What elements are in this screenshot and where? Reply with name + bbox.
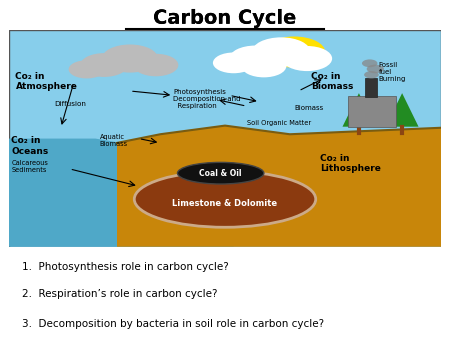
Ellipse shape (134, 171, 316, 227)
Circle shape (364, 71, 379, 78)
Polygon shape (342, 93, 375, 127)
Ellipse shape (177, 162, 264, 184)
Circle shape (80, 53, 128, 77)
Polygon shape (9, 139, 234, 247)
Circle shape (367, 65, 384, 73)
FancyBboxPatch shape (348, 96, 396, 127)
Text: Limestone & Dolomite: Limestone & Dolomite (172, 199, 278, 208)
Text: Aquatic
Biomass: Aquatic Biomass (100, 134, 128, 147)
Polygon shape (117, 126, 441, 247)
Text: Biomass: Biomass (294, 105, 324, 111)
Circle shape (252, 37, 310, 67)
Circle shape (230, 46, 281, 72)
Text: Fossil
fuel
Burning: Fossil fuel Burning (378, 62, 406, 82)
Circle shape (263, 37, 325, 68)
Circle shape (362, 59, 378, 67)
Text: Soil Organic Matter: Soil Organic Matter (247, 120, 310, 126)
Circle shape (282, 46, 332, 71)
Circle shape (133, 54, 178, 76)
Text: Coal & Oil: Coal & Oil (199, 169, 242, 178)
Circle shape (213, 52, 254, 73)
Text: 3.  Decomposition by bacteria in soil role in carbon cycle?: 3. Decomposition by bacteria in soil rol… (22, 319, 324, 329)
Text: Co₂ in
Lithosphere: Co₂ in Lithosphere (320, 154, 381, 173)
Text: Calcareous
Sediments: Calcareous Sediments (11, 160, 48, 173)
Circle shape (102, 45, 158, 73)
Text: Co₂ in
Oceans: Co₂ in Oceans (11, 137, 49, 156)
Text: Photosynthesis
Decomposition and
  Respiration: Photosynthesis Decomposition and Respira… (173, 89, 241, 109)
Polygon shape (386, 93, 418, 127)
Text: Diffusion: Diffusion (54, 101, 86, 107)
Text: Co₂ in
Atmosphere: Co₂ in Atmosphere (15, 72, 77, 91)
Text: Co₂ in
Biomass: Co₂ in Biomass (311, 72, 354, 91)
Text: Carbon Cycle: Carbon Cycle (153, 9, 297, 28)
FancyBboxPatch shape (9, 30, 441, 247)
Text: 2.  Respiration’s role in carbon cycle?: 2. Respiration’s role in carbon cycle? (22, 289, 217, 299)
Circle shape (241, 55, 286, 77)
Text: 1.  Photosynthesis role in carbon cycle?: 1. Photosynthesis role in carbon cycle? (22, 262, 229, 272)
FancyBboxPatch shape (365, 78, 378, 97)
Circle shape (68, 60, 105, 78)
